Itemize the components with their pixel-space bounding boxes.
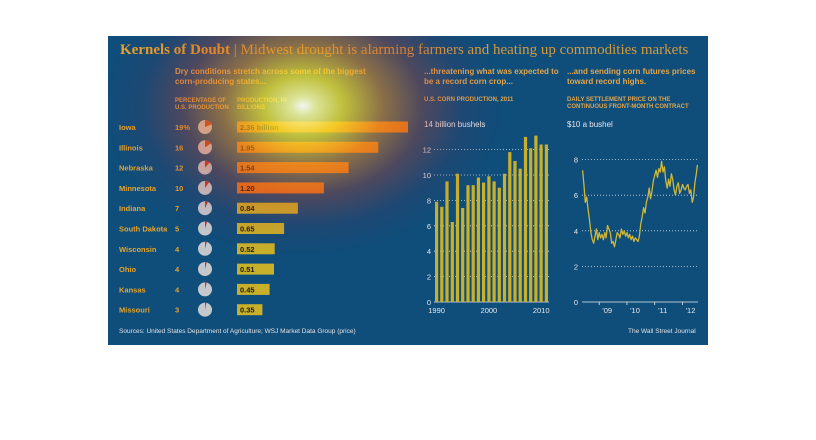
production-bar — [508, 152, 512, 302]
production-bar — [237, 141, 379, 153]
production-value-label: 0.51 — [240, 265, 255, 274]
state-label: Wisconsin — [119, 245, 157, 254]
production-value-label: 1.95 — [240, 143, 255, 152]
credit-note: The Wall Street Journal — [628, 328, 696, 335]
futures-y-tick: 8 — [574, 156, 578, 165]
futures-price-line — [581, 160, 699, 248]
charts-canvas: Iowa 19% 2.36 billion Illinois 16 1.95 Nebrask… — [119, 120, 699, 317]
state-label: Nebraska — [119, 164, 154, 173]
state-label: Iowa — [119, 123, 136, 132]
share-label: 5 — [175, 225, 179, 234]
production-bar — [445, 181, 449, 302]
production-value-label: 0.84 — [240, 204, 255, 213]
production-bar — [466, 185, 470, 302]
production-unit-label: 14 billion bushels — [424, 120, 485, 129]
production-y-tick: 12 — [423, 146, 431, 155]
production-value-label: 0.35 — [240, 306, 255, 315]
production-bar — [471, 185, 475, 302]
futures-x-tick: '10 — [630, 306, 640, 315]
production-y-tick: 4 — [427, 247, 431, 256]
production-bar — [455, 173, 460, 302]
production-bar — [513, 161, 517, 302]
production-bar — [539, 144, 543, 302]
state-label: Kansas — [119, 285, 146, 294]
state-label: Missouri — [119, 306, 150, 315]
share-label: 4 — [175, 265, 180, 274]
production-bar — [487, 176, 491, 302]
share-label: 10 — [175, 184, 183, 193]
state-label: Ohio — [119, 265, 136, 274]
production-value-label: 1.20 — [240, 184, 255, 193]
futures-x-tick: '11 — [658, 306, 667, 315]
share-label: 4 — [175, 285, 180, 294]
production-y-tick: 10 — [423, 171, 431, 180]
production-y-tick: 2 — [427, 273, 431, 282]
production-bar — [523, 136, 528, 302]
futures-y-tick: 2 — [574, 262, 578, 271]
production-bar — [544, 144, 548, 302]
state-label: South Dakota — [119, 225, 168, 234]
production-bar — [534, 135, 538, 302]
infographic-panel: Kernels of Doubt | Midwest drought is al… — [108, 36, 708, 345]
state-label: Illinois — [119, 143, 143, 152]
production-bar — [529, 148, 533, 302]
futures-chart: $10 a bushel 0 2 4 6 8 '09 '10 '11 '12 — [567, 120, 699, 315]
futures-y-tick: 4 — [574, 227, 578, 236]
futures-x-tick: '09 — [602, 306, 612, 315]
production-x-tick: 2000 — [481, 306, 498, 315]
state-label: Indiana — [119, 204, 146, 213]
futures-y-tick: 0 — [574, 298, 578, 307]
production-bar — [482, 182, 486, 302]
production-bar — [497, 187, 501, 302]
production-bar — [450, 222, 454, 302]
production-value-label: 0.65 — [240, 225, 255, 234]
share-label: 3 — [175, 306, 179, 315]
production-bar — [518, 168, 522, 302]
futures-y-tick: 6 — [574, 191, 578, 200]
share-label: 12 — [175, 164, 183, 173]
production-value-label: 0.52 — [240, 245, 255, 254]
states-chart: Iowa 19% 2.36 billion Illinois 16 1.95 Nebrask… — [119, 120, 408, 317]
futures-unit-label: $10 a bushel — [567, 120, 613, 129]
share-label: 7 — [175, 204, 179, 213]
production-x-tick: 1990 — [428, 306, 445, 315]
share-label: 19% — [175, 123, 190, 132]
production-bar — [435, 201, 439, 302]
production-value-label: 0.45 — [240, 285, 255, 294]
state-label: Minnesota — [119, 184, 157, 193]
production-value-label: 1.54 — [240, 164, 255, 173]
share-label: 4 — [175, 245, 180, 254]
production-bar — [440, 206, 444, 303]
production-x-tick: 2010 — [533, 306, 550, 315]
production-bar — [476, 177, 480, 302]
production-bar — [492, 181, 496, 302]
production-value-label: 2.36 billion — [240, 123, 279, 132]
production-bar — [502, 173, 507, 302]
source-note: Sources: United States Department of Agr… — [119, 328, 356, 335]
production-bar — [461, 208, 465, 302]
futures-x-tick: '12 — [686, 306, 696, 315]
share-label: 16 — [175, 143, 183, 152]
production-y-tick: 6 — [427, 222, 431, 231]
production-y-tick: 8 — [427, 196, 431, 205]
